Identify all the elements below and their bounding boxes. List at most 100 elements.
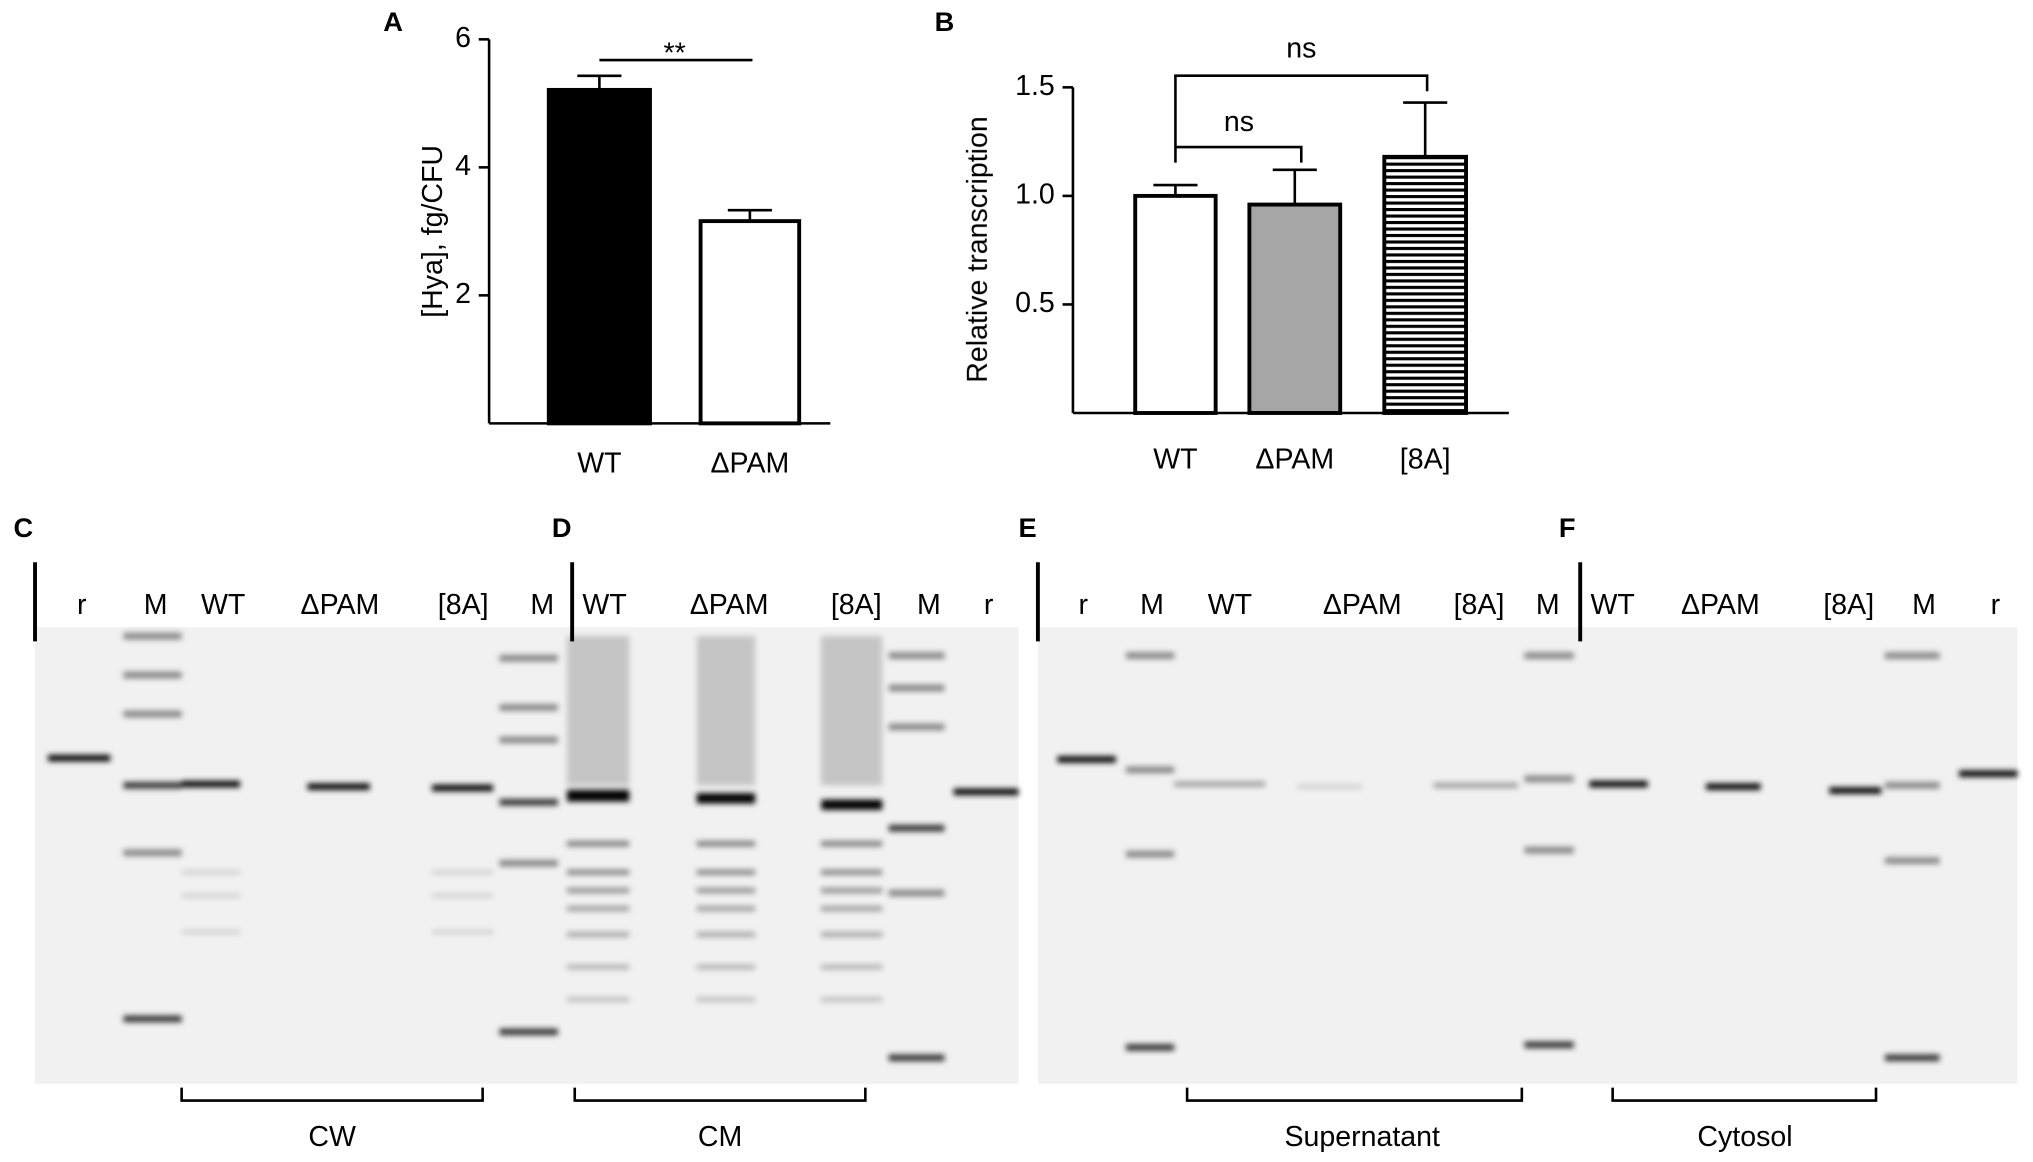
panel-label: D: [552, 512, 572, 543]
bracket: [180, 1087, 484, 1102]
error-bar: [577, 74, 622, 90]
gel-band: [821, 799, 883, 810]
gel-band: [888, 652, 945, 659]
lane-label: ΔPAM: [301, 589, 380, 621]
gel-band: [888, 723, 945, 731]
bar: [546, 87, 652, 426]
gel-band: [821, 905, 883, 912]
panel-label: E: [1018, 512, 1036, 543]
gel-band: [1297, 784, 1363, 790]
gel-band: [821, 996, 883, 1003]
gel-band: [1126, 652, 1175, 659]
gel-band: [123, 671, 182, 679]
gel-band: [1885, 857, 1940, 864]
gel-band: [1829, 787, 1882, 794]
gel-band: [1126, 850, 1175, 858]
gel-band: [566, 789, 630, 802]
gel-band: [123, 1015, 182, 1023]
gel-band: [1057, 756, 1116, 763]
lane-label: ΔPAM: [1681, 589, 1760, 621]
lane-label: r: [77, 589, 87, 621]
gel-band: [1589, 780, 1648, 788]
gel-band: [696, 793, 756, 804]
y-tick-label: 6: [455, 22, 471, 54]
gel-band: [1126, 766, 1175, 774]
x-tick-label: [8A]: [1400, 444, 1451, 476]
y-tick-label: 1.5: [1015, 70, 1055, 102]
gel-band: [696, 887, 756, 894]
panel-label: A: [383, 6, 403, 37]
gel-band: [432, 929, 494, 934]
gel-band: [1433, 782, 1518, 788]
gel-band: [1885, 1054, 1940, 1062]
lane-label: M: [1140, 589, 1164, 621]
gel-band: [696, 931, 756, 938]
bar: [1247, 202, 1343, 415]
lane-label: WT: [1208, 589, 1252, 621]
gel-band: [123, 782, 182, 789]
x-tick-label: WT: [1153, 444, 1197, 476]
significance-label: **: [664, 37, 686, 69]
gel-band: [566, 905, 630, 912]
error-bar: [1153, 183, 1198, 196]
bar: [1133, 193, 1218, 415]
gel-band: [499, 798, 558, 806]
blot: [1037, 627, 2018, 1084]
gel-band: [888, 889, 945, 897]
gel-band: [821, 869, 883, 875]
gel-band: [1524, 1041, 1574, 1049]
gel-band: [123, 849, 182, 857]
gel-band: [1174, 781, 1265, 787]
x-tick-label: ΔPAM: [710, 447, 789, 479]
gel-band: [181, 870, 241, 875]
gel-smear: [696, 636, 756, 786]
gel-band: [566, 964, 630, 970]
bar: [1382, 154, 1468, 415]
gel-smear: [566, 636, 630, 786]
lane-label: M: [917, 589, 941, 621]
lane-label: M: [1912, 589, 1936, 621]
lane-label: [8A]: [831, 589, 882, 621]
fraction-label: CW: [308, 1121, 356, 1153]
significance-bracket: [1175, 145, 1303, 163]
panel-label: F: [1559, 512, 1576, 543]
gel-band: [181, 780, 241, 788]
lane-label: M: [144, 589, 168, 621]
bar: [698, 219, 802, 426]
y-axis-label: Relative transcription: [962, 116, 994, 382]
lane-label: r: [1991, 589, 2001, 621]
gel-band: [953, 788, 1019, 796]
gel-band: [48, 754, 111, 762]
bracket: [1185, 1087, 1524, 1102]
gel-band: [432, 893, 494, 898]
lane-label: ΔPAM: [1323, 589, 1402, 621]
gel-band: [821, 887, 883, 894]
lane-label: M: [1536, 589, 1560, 621]
gel-band: [499, 704, 558, 711]
lane-label: [8A]: [1823, 589, 1874, 621]
y-tick-label: 4: [455, 150, 471, 182]
gel-band: [696, 964, 756, 970]
gel-band: [888, 684, 945, 692]
lane-label: WT: [201, 589, 245, 621]
gel-band: [499, 736, 558, 744]
lane-label: ΔPAM: [690, 589, 769, 621]
gel-band: [307, 783, 370, 790]
y-tick-label: 1.0: [1015, 178, 1055, 210]
gel-band: [123, 632, 182, 640]
gel-band: [1959, 770, 2018, 777]
gel-band: [566, 996, 630, 1003]
lane-label: r: [1079, 589, 1089, 621]
gel-band: [1126, 1044, 1175, 1051]
gel-band: [888, 824, 945, 832]
gel-band: [181, 929, 241, 934]
gel-band: [432, 870, 494, 875]
gel-band: [499, 859, 558, 867]
gel-band: [696, 905, 756, 912]
error-bar: [727, 208, 772, 222]
gel-band: [499, 654, 558, 662]
gel-band: [499, 1028, 558, 1036]
bracket: [1611, 1087, 1878, 1102]
y-axis-label: [Hya], fg/CFU: [417, 145, 449, 318]
